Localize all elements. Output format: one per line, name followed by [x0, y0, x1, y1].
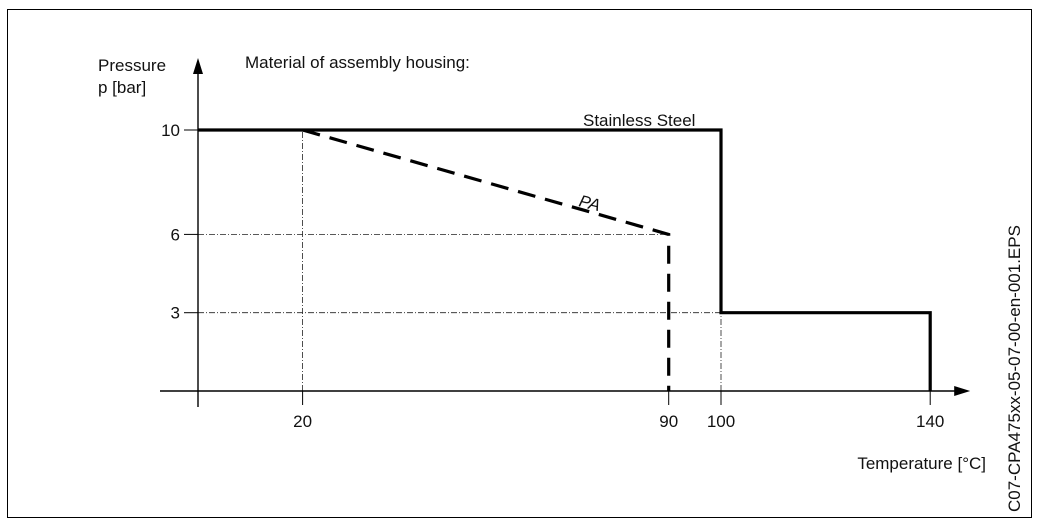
axes: 20 90 100 140 10 6 3 [160, 58, 971, 431]
series-line-stainless-steel [198, 128, 932, 391]
y-axis-arrow [193, 58, 203, 74]
series-line-pa [302, 128, 671, 391]
y-tick-label-10: 10 [161, 121, 180, 140]
chart-frame [7, 9, 1032, 518]
x-tick-label-140: 140 [916, 412, 944, 431]
y-axis-label-line2: p [bar] [98, 78, 146, 97]
series-label-pa: PA [577, 191, 602, 215]
x-axis-arrow [954, 386, 971, 396]
x-tick-label-20: 20 [293, 412, 312, 431]
reference-lines [198, 130, 722, 391]
side-label: C07-CPA475xx-05-07-00-en-001.EPS [1005, 225, 1024, 512]
y-axis-label-line1: Pressure [98, 56, 166, 75]
y-tick-label-3: 3 [171, 304, 180, 323]
series-label-stainless-steel: Stainless Steel [583, 111, 695, 130]
labels-group: Material of assembly housing: Pressure p… [98, 53, 1024, 512]
y-tick-label-6: 6 [171, 225, 180, 244]
x-tick-label-100: 100 [707, 412, 735, 431]
chart-title: Material of assembly housing: [245, 53, 470, 72]
x-axis-label: Temperature [°C] [857, 454, 986, 473]
x-tick-label-90: 90 [659, 412, 678, 431]
series-group [198, 128, 932, 391]
